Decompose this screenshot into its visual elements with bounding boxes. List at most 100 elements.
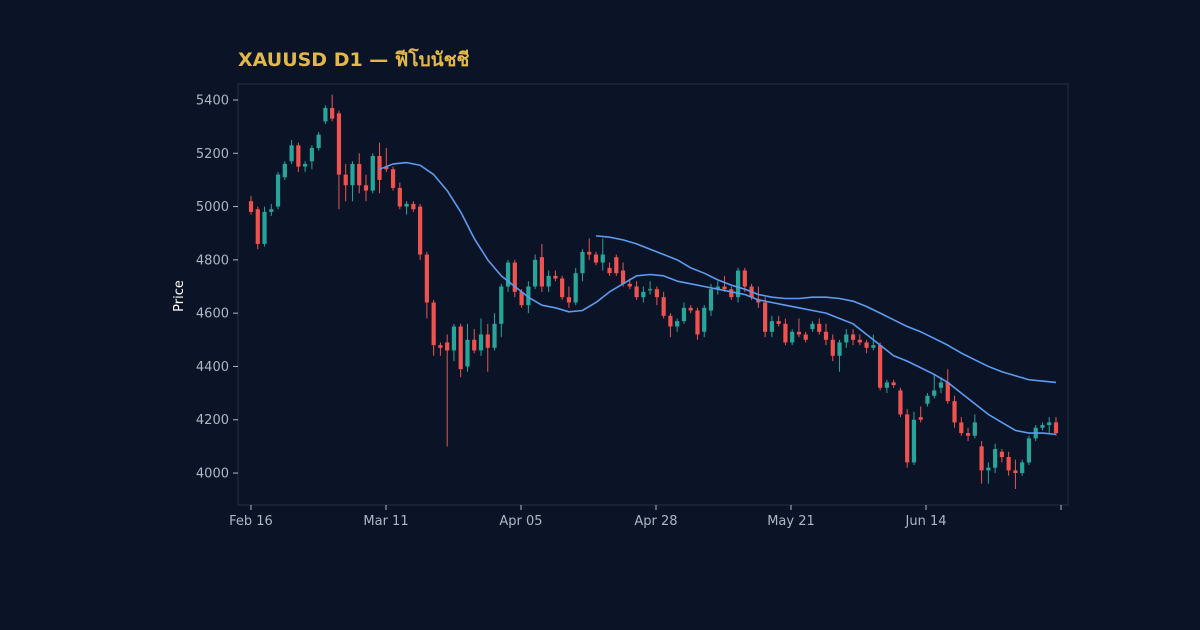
candle-body [370, 155, 375, 191]
candle-body [600, 254, 605, 263]
candle-body [878, 345, 883, 388]
candle-body [546, 275, 551, 287]
candle-body [438, 345, 443, 348]
candle-body [390, 169, 396, 188]
candle-body [965, 433, 971, 436]
candle-body [695, 310, 700, 335]
candle-body [722, 286, 727, 290]
candle-body [830, 339, 835, 356]
candle-body [411, 203, 416, 210]
candle-body [255, 209, 260, 244]
candles-group [248, 94, 1059, 490]
candle-body [911, 419, 917, 463]
candle-body [505, 262, 511, 287]
candle-body [1006, 457, 1011, 471]
candle-body [492, 323, 497, 348]
candle-body [418, 206, 423, 255]
candle-body [397, 187, 402, 207]
candle-body [884, 382, 889, 388]
candle-body [999, 451, 1004, 458]
candle-body [472, 339, 477, 351]
candle-body [478, 334, 484, 351]
x-tick-label: Apr 28 [634, 514, 677, 529]
candle-body [1013, 470, 1018, 474]
candle-body [343, 174, 348, 186]
candle-body [445, 342, 450, 351]
candle-body [248, 201, 254, 212]
candle-body [729, 289, 734, 298]
candle-body [959, 422, 964, 434]
candle-body [837, 342, 842, 356]
candle-body [972, 422, 977, 436]
candle-body [857, 339, 862, 343]
candle-body [303, 163, 308, 167]
candle-body [945, 382, 950, 402]
y-axis-ticks: 4000 4200 4400 4600 4800 5000 5200 5400 [196, 93, 238, 482]
moving-average-lines [379, 161, 1057, 436]
x-tick-label: Apr 05 [499, 514, 542, 529]
candle-body [519, 291, 524, 306]
candle-body [336, 113, 342, 175]
x-tick-label: Mar 11 [363, 514, 408, 529]
y-tick-label: 4000 [196, 467, 229, 482]
candle-body [560, 278, 565, 298]
candle-body [938, 382, 944, 388]
candle-body [431, 302, 436, 346]
candle-body [681, 307, 687, 322]
candle-body [641, 291, 646, 298]
x-tick-label: Feb 16 [229, 514, 273, 529]
candle-body [512, 262, 517, 292]
candle-body [871, 345, 876, 348]
candle-body [262, 211, 267, 244]
candle-body [654, 289, 659, 298]
candle-body [627, 283, 632, 287]
candle-body [715, 286, 720, 290]
x-axis-ticks: Feb 16 Mar 11 Apr 05 Apr 28 May 21 Jun 14 [229, 505, 1062, 529]
candle-body [458, 326, 463, 370]
candle-body [783, 323, 788, 343]
candle-body [898, 390, 903, 415]
candle-body [742, 270, 747, 287]
candle-body [952, 401, 957, 423]
candle-body [526, 286, 531, 306]
y-tick-label: 4600 [196, 307, 229, 322]
candle-body [309, 147, 314, 162]
candle-body [850, 334, 856, 340]
candle-body [823, 331, 829, 340]
candle-body [634, 286, 639, 298]
candle-body [803, 334, 808, 340]
candle-body [499, 286, 504, 324]
candle-body [702, 307, 707, 332]
candle-body [282, 163, 287, 178]
candle-body [648, 289, 653, 291]
y-tick-label: 4200 [196, 413, 229, 428]
candle-body [979, 446, 984, 471]
candle-body [844, 334, 849, 343]
candle-body [675, 321, 680, 327]
candle-body [763, 302, 768, 332]
candle-body [533, 259, 538, 287]
plot-area [237, 83, 1069, 506]
candle-body [756, 299, 761, 303]
candle-body [1026, 438, 1032, 463]
y-tick-label: 5200 [196, 147, 229, 162]
candle-body [769, 321, 774, 332]
candle-body [323, 107, 328, 122]
candle-body [1040, 425, 1045, 428]
y-tick-label: 4400 [196, 360, 229, 375]
candle-body [817, 323, 822, 332]
candle-body [905, 414, 910, 463]
candle-body [932, 390, 937, 396]
candle-body [553, 275, 558, 279]
candle-body [864, 342, 869, 348]
candle-body [620, 270, 626, 284]
y-axis-label: Price [172, 280, 187, 312]
candle-body [668, 315, 673, 327]
candle-body [1020, 462, 1025, 474]
candle-body [357, 163, 362, 186]
candle-body [925, 395, 930, 404]
candle-body [289, 145, 294, 162]
candle-body [593, 254, 599, 263]
candle-body [614, 257, 619, 274]
